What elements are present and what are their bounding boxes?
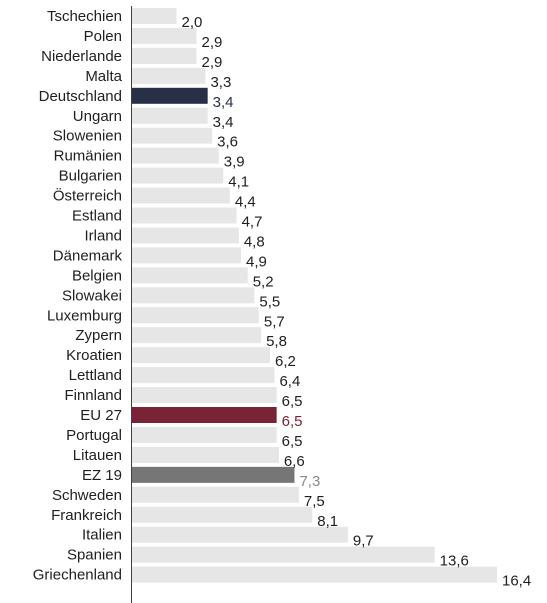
category-label-27: Spanien xyxy=(67,547,122,564)
bar-15 xyxy=(132,307,259,324)
category-label-10: Estland xyxy=(72,208,122,225)
value-label-16: 5,8 xyxy=(266,333,287,350)
value-label-28: 16,4 xyxy=(502,573,531,590)
value-label-11: 4,8 xyxy=(244,233,265,250)
value-label-6: 3,6 xyxy=(217,134,238,151)
bar-2 xyxy=(132,47,197,64)
bar-28 xyxy=(132,566,497,583)
bar-5 xyxy=(132,107,208,124)
value-label-3: 3,3 xyxy=(210,74,231,91)
value-label-17: 6,2 xyxy=(275,353,296,370)
category-label-9: Österreich xyxy=(53,187,122,205)
category-label-7: Rumänien xyxy=(54,148,122,165)
bar-7 xyxy=(132,147,219,164)
category-label-5: Ungarn xyxy=(73,108,122,125)
bar-22 xyxy=(132,446,279,463)
bar-14 xyxy=(132,287,255,304)
category-label-11: Irland xyxy=(84,227,122,244)
category-label-15: Luxemburg xyxy=(47,307,122,324)
bar-21 xyxy=(132,426,277,443)
bar-23 xyxy=(132,466,295,483)
bar-16 xyxy=(132,327,262,344)
value-label-25: 8,1 xyxy=(317,513,338,530)
category-label-28: Griechenland xyxy=(33,567,122,584)
value-label-21: 6,5 xyxy=(282,433,303,450)
bar-26 xyxy=(132,526,348,543)
category-label-8: Bulgarien xyxy=(59,168,122,185)
value-label-18: 6,4 xyxy=(279,373,300,390)
bar-17 xyxy=(132,347,270,364)
bar-12 xyxy=(132,247,242,264)
bar-0 xyxy=(132,8,177,24)
bar-1 xyxy=(132,27,197,44)
category-label-1: Polen xyxy=(84,28,122,45)
value-label-0: 2,0 xyxy=(182,14,203,31)
bar-9 xyxy=(132,187,230,204)
value-label-1: 2,9 xyxy=(202,34,223,51)
bars-layer xyxy=(132,8,497,583)
bar-11 xyxy=(132,227,239,244)
category-label-4: Deutschland xyxy=(39,88,122,105)
value-label-23: 7,3 xyxy=(299,473,320,490)
category-label-14: Slowakei xyxy=(62,287,122,304)
value-label-2: 2,9 xyxy=(202,54,223,71)
value-label-5: 3,4 xyxy=(213,114,234,131)
category-label-18: Lettland xyxy=(69,367,122,384)
category-label-2: Niederlande xyxy=(41,48,122,65)
value-label-13: 5,2 xyxy=(253,273,274,290)
category-label-20: EU 27 xyxy=(80,407,122,424)
value-label-22: 6,6 xyxy=(284,453,305,470)
bar-10 xyxy=(132,207,237,224)
value-label-20: 6,5 xyxy=(282,413,303,430)
bar-27 xyxy=(132,546,435,563)
value-label-14: 5,5 xyxy=(259,293,280,310)
value-label-9: 4,4 xyxy=(235,194,256,211)
bar-8 xyxy=(132,167,224,184)
category-label-19: Finnland xyxy=(64,387,122,404)
category-label-0: Tschechien xyxy=(47,8,122,25)
labels-layer: Tschechien 2,0 Polen 2,9 Niederlande 2,9 Malta… xyxy=(33,8,531,590)
value-label-8: 4,1 xyxy=(228,174,249,191)
bar-25 xyxy=(132,506,313,523)
value-label-10: 4,7 xyxy=(242,214,263,231)
category-label-22: Litauen xyxy=(73,447,122,464)
category-label-13: Belgien xyxy=(72,267,122,284)
category-label-24: Schweden xyxy=(52,487,122,504)
value-label-24: 7,5 xyxy=(304,493,325,510)
category-label-25: Frankreich xyxy=(51,507,122,524)
bar-13 xyxy=(132,267,248,284)
category-label-6: Slowenien xyxy=(53,128,122,145)
value-label-26: 9,7 xyxy=(353,533,374,550)
bar-18 xyxy=(132,367,275,384)
value-label-27: 13,6 xyxy=(440,553,469,570)
category-label-23: EZ 19 xyxy=(82,467,122,484)
category-label-3: Malta xyxy=(85,68,122,85)
bar-20 xyxy=(132,407,277,423)
category-label-17: Kroatien xyxy=(66,347,122,364)
value-label-7: 3,9 xyxy=(224,154,245,171)
value-label-12: 4,9 xyxy=(246,253,267,270)
category-label-16: Zypern xyxy=(75,327,122,344)
value-label-19: 6,5 xyxy=(282,393,303,410)
bar-19 xyxy=(132,387,277,404)
bar-6 xyxy=(132,127,213,144)
bar-4 xyxy=(132,87,208,104)
category-label-21: Portugal xyxy=(66,427,122,444)
bar-3 xyxy=(132,67,206,84)
category-label-26: Italien xyxy=(82,527,122,544)
category-label-12: Dänemark xyxy=(53,247,123,264)
value-label-15: 5,7 xyxy=(264,313,285,330)
bar-24 xyxy=(132,486,299,503)
value-label-4: 3,4 xyxy=(213,94,234,111)
